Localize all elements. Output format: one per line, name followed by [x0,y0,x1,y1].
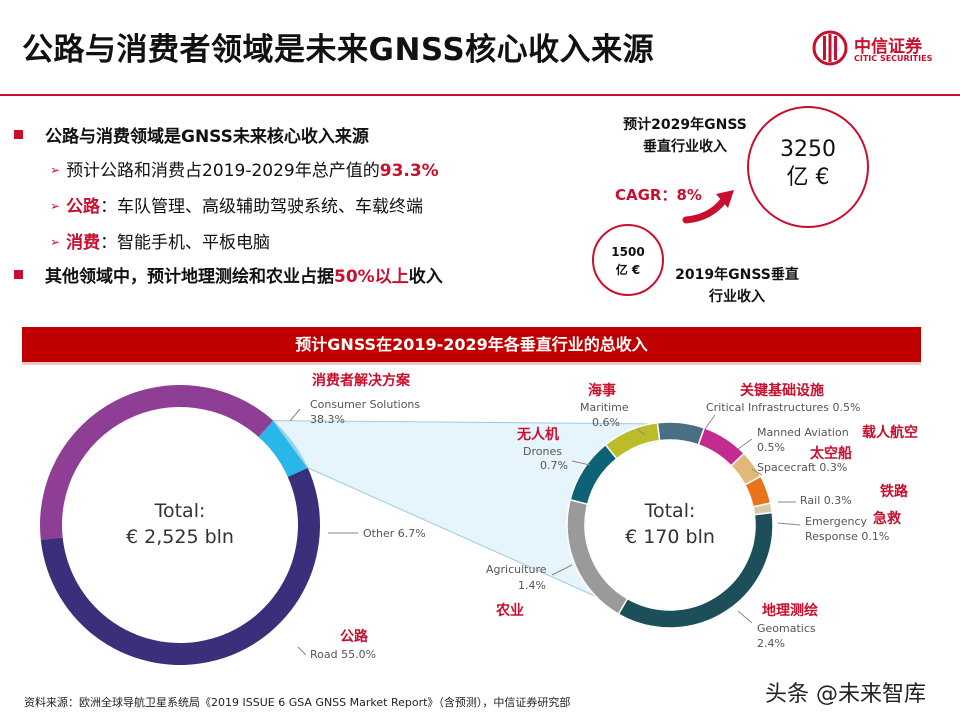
label-2029-line1: 预计2029年GNSS [623,117,747,133]
page-title: 公路与消费者领域是未来GNSS核心收入来源 [22,32,655,68]
value-drones: 0.7% [540,459,568,472]
cn-label-agriculture: 农业 [495,602,524,619]
cn-label-drones: 无人机 [516,426,559,443]
label-drones: Drones [523,445,562,458]
cagr-label: CAGR：8% [615,186,702,204]
label-consumer: Consumer Solutions [310,398,420,411]
bullet-1-text: 公路与消费领域是GNSS未来核心收入来源 [45,127,369,147]
label-2029: 预计2029年GNSS 垂直行业收入 [610,114,760,158]
cn-label-emergency: 急救 [873,510,902,527]
label-emergency-line1: Emergency [805,515,868,528]
growth-arrow-icon [682,190,734,224]
label-manned: Manned Aviation [757,426,849,439]
label-maritime: Maritime [580,401,629,414]
cn-label-consumer: 消费者解决方案 [312,372,411,389]
leader-emergency [777,522,801,526]
logo-en-text: CITIC SECURITIES [854,54,933,63]
value-consumer: 38.3% [310,413,345,426]
cn-label-rail: 铁路 [880,483,909,500]
leader-drones [571,460,591,466]
label-other: Other 6.7% [363,527,426,540]
leader-road [297,646,307,656]
label-2019: 2019年GNSS垂直 行业收入 [662,264,812,308]
bullet-2: 其他领域中，预计地理测绘和农业占据50%以上收入 [14,262,443,287]
bullet-1-1-value: 93.3% [379,161,439,181]
cn-label-critical: 关键基础设施 [740,382,824,399]
bullet-1-2-key: 公路 [66,197,101,217]
label-rail: Rail 0.3% [800,494,852,507]
source-note: 资料来源：欧洲全球导航卫星系统局《2019 ISSUE 6 GSA GNSS M… [24,696,571,709]
value-agriculture: 1.4% [518,579,546,592]
label-2019-line1: 2019年GNSS垂直 [675,267,799,283]
label-road: Road 55.0% [310,648,376,661]
value-geomatics: 2.4% [757,637,785,650]
pie-slice-other [258,420,308,477]
big-center-line1: Total: [154,500,206,522]
value-2029-line1: 3250 [780,137,836,162]
leader-agriculture [551,564,573,576]
circle-2019: 1500 亿 € [592,224,664,296]
header-rule [0,94,960,96]
leader-geomatics [737,610,753,624]
bullet-1-3-text: ：智能手机、平板电脑 [100,233,271,253]
value-manned: 0.5% [757,441,785,454]
arrow-bullet-icon: ➢ [50,163,61,177]
value-maritime: 0.6% [592,416,620,429]
bullet-1-3-key: 消费 [66,233,101,253]
bullet-1-2: ➢ 公路：车队管理、高级辅助驾驶系统、车载终端 [50,192,423,217]
banner-shadow [22,362,921,365]
small-donut-hole [586,441,754,609]
donut-charts: Total: € 2,525 bln Total: € 170 bln 消费者解决方案 C… [39,372,918,665]
watermark: 头条 @未来智库 [765,682,926,707]
leader-maritime [636,428,646,436]
bullet-1-2-text: ：车队管理、高级辅助驾驶系统、车载终端 [100,197,424,217]
bullet-1: 公路与消费领域是GNSS未来核心收入来源 [14,122,369,147]
value-2029-line2: 亿 € [786,165,830,190]
label-emergency-line2: Response 0.1% [805,530,889,543]
square-bullet-icon [14,130,23,139]
pie-slice-emergency-response-top [752,502,774,516]
label-critical: Critical Infrastructures 0.5% [706,401,860,414]
bullet-2-value: 50%以上 [334,267,409,287]
label-2029-line2: 垂直行业收入 [643,139,727,155]
bullet-1-1: ➢ 预计公路和消费占2019-2029年总产值的93.3% [50,156,439,181]
cn-label-maritime: 海事 [588,382,616,399]
cn-label-spacecraft: 太空船 [810,445,852,462]
leader-spacecraft [751,468,763,476]
small-center-line2: € 170 bln [625,526,715,548]
bullet-2-tail: 收入 [408,267,443,287]
citic-logo: 中信证券 CITIC SECURITIES [812,30,947,70]
label-agriculture: Agriculture [486,563,547,576]
label-2019-line2: 行业收入 [709,289,765,305]
cn-label-manned: 载人航空 [862,424,918,441]
pie-slice-consumer-solutions [39,385,274,540]
value-2019-line2: 亿 € [615,263,641,277]
chart-banner: 预计GNSS在2019-2029年各垂直行业的总收入 [22,327,921,362]
leader-critical [704,414,716,430]
bullet-1-1-text: 预计公路和消费占2019-2029年总产值的 [66,161,380,181]
bullet-2-text: 其他领域中，预计地理测绘和农业占据 [45,267,334,287]
arrow-bullet-icon: ➢ [50,235,61,249]
citic-logo-icon [812,30,848,66]
cn-label-geomatics: 地理测绘 [762,602,818,619]
cn-label-road: 公路 [340,628,369,645]
square-bullet-icon [14,270,23,279]
pie-slice-road [40,467,320,665]
circle-2029: 3250 亿 € [747,106,869,228]
leader-consumer [289,408,301,422]
label-spacecraft: Spacecraft 0.3% [757,461,847,474]
value-2019-line1: 1500 [611,245,645,259]
big-center-line2: € 2,525 bln [126,526,234,548]
leader-manned [737,438,753,450]
bullet-1-3: ➢ 消费：智能手机、平板电脑 [50,228,270,253]
label-geomatics: Geomatics [757,622,816,635]
arrow-bullet-icon: ➢ [50,199,61,213]
logo-cn-text: 中信证券 [854,37,922,57]
small-center-line1: Total: [644,500,696,522]
